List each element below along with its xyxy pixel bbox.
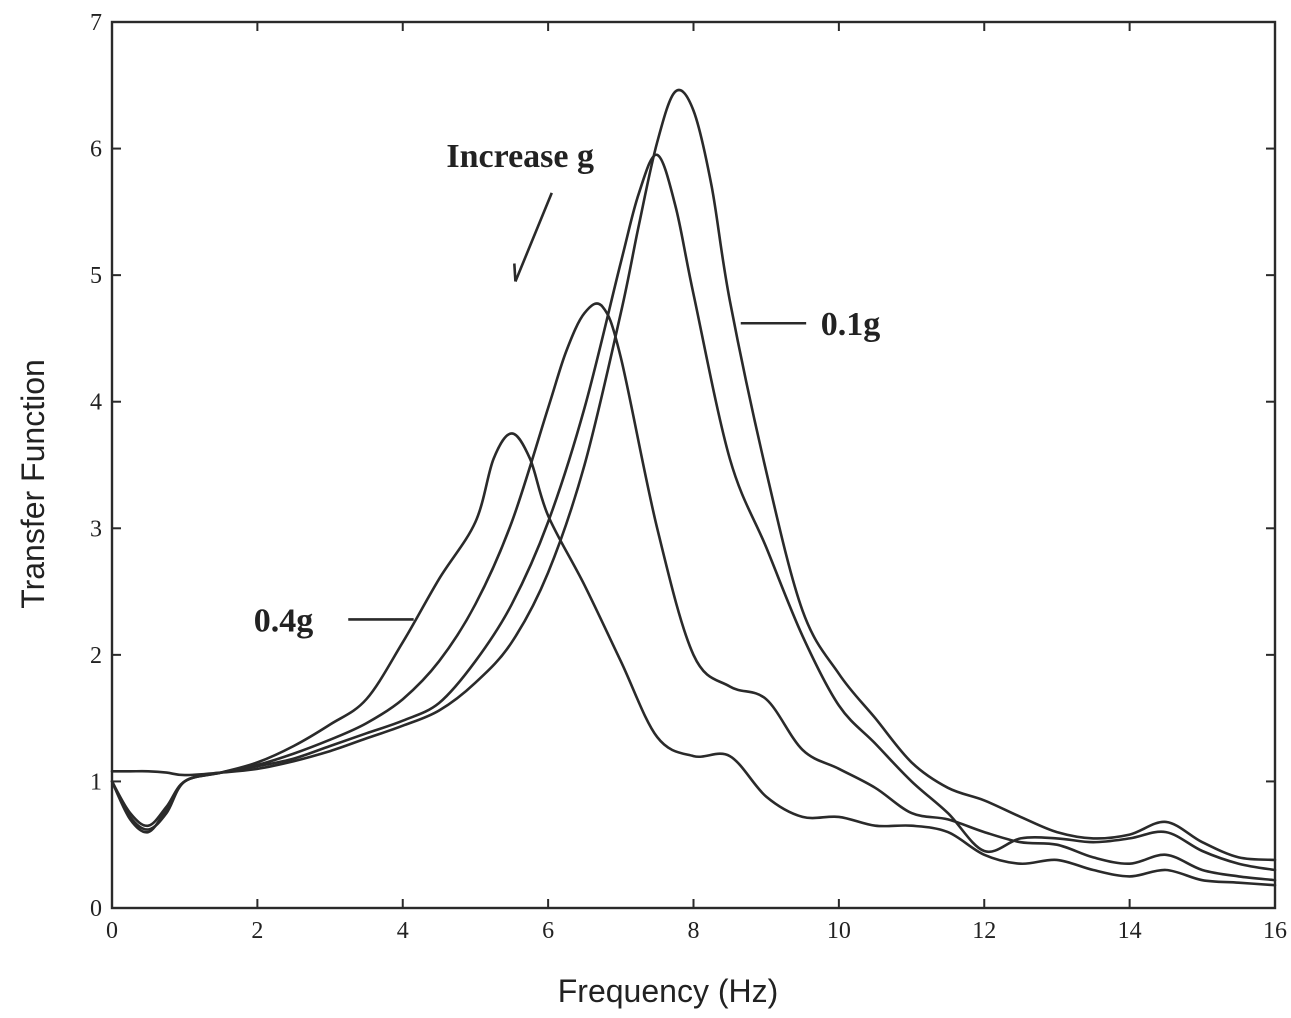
annotations: Increase g 0.1g 0.4g bbox=[254, 138, 880, 640]
annotation-arrow-head bbox=[513, 263, 517, 282]
y-tick-label: 4 bbox=[90, 390, 102, 416]
x-tick-label: 14 bbox=[1118, 918, 1142, 944]
annotation-label: 0.1g bbox=[821, 306, 881, 343]
series-curves bbox=[110, 88, 1277, 887]
y-tick-label: 3 bbox=[90, 516, 102, 542]
series-line-2 bbox=[110, 153, 1277, 872]
annotation-arrow-shaft bbox=[514, 192, 553, 282]
series-line-1 bbox=[110, 88, 1277, 862]
annotation-label: 0.4g bbox=[254, 602, 314, 639]
x-axis-label: Frequency (Hz) bbox=[558, 973, 779, 1009]
x-tick-label: 0 bbox=[106, 918, 118, 944]
annotation-label: Increase g bbox=[446, 138, 594, 175]
y-tick-label: 0 bbox=[90, 896, 102, 922]
plot-frame bbox=[110, 20, 1277, 910]
x-tick-label: 8 bbox=[688, 918, 700, 944]
x-tick-label: 4 bbox=[397, 918, 409, 944]
y-tick-label: 7 bbox=[90, 10, 102, 36]
x-tick-label: 16 bbox=[1263, 918, 1287, 944]
x-tick-label: 6 bbox=[542, 918, 554, 944]
series-line-4 bbox=[110, 432, 1277, 887]
y-axis-label: Transfer Function bbox=[15, 359, 51, 609]
series-line-3 bbox=[110, 302, 1277, 882]
y-tick-label: 6 bbox=[90, 137, 102, 163]
x-tick-label: 10 bbox=[827, 918, 851, 944]
y-tick-label: 5 bbox=[90, 263, 102, 289]
x-tick-label: 12 bbox=[972, 918, 996, 944]
x-tick-label: 2 bbox=[251, 918, 263, 944]
y-tick-label: 1 bbox=[90, 769, 102, 795]
y-tick-label: 2 bbox=[90, 643, 102, 669]
